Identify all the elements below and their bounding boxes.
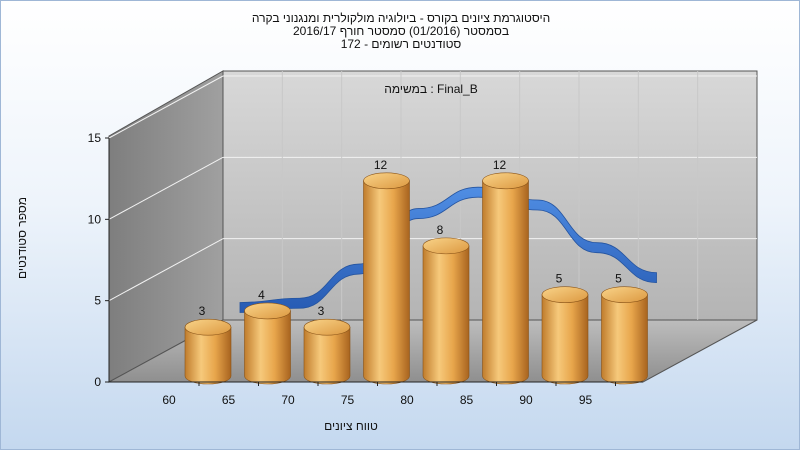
x-tick-label: 85: [460, 393, 474, 407]
bar-body: [244, 310, 291, 385]
y-tick-label: 5: [94, 294, 101, 308]
bar-body: [482, 180, 529, 385]
bar-value-label: 4: [258, 288, 265, 302]
gridline-side: [108, 75, 224, 139]
bar-value-label: 3: [318, 304, 325, 318]
chart-title-line-2: בסמסטר (01/2016) סמסטר חורף 2016/17: [292, 24, 510, 38]
bar-top: [422, 237, 470, 255]
y-tick-label: 0: [94, 375, 101, 389]
bar-body: [184, 326, 232, 385]
bar: [363, 172, 410, 385]
bar: [482, 172, 529, 385]
bar-top: [482, 172, 529, 190]
gridline-side: [108, 156, 224, 220]
x-tick-label: 95: [579, 393, 593, 407]
bar-value-label: 12: [374, 158, 388, 172]
bar-value-label: 5: [615, 272, 622, 286]
bar-top: [363, 172, 410, 190]
bar-body: [601, 294, 648, 385]
x-tick-label: 75: [341, 393, 355, 407]
chart-title-line-1: היסטוגרמת ציונים בקורס - ביולוגיה מולקול…: [251, 11, 551, 25]
bar: [601, 286, 648, 385]
bar-top: [541, 286, 589, 303]
bar: [184, 318, 232, 385]
bar-body: [303, 326, 351, 385]
x-tick-label: 65: [222, 393, 236, 407]
bar-top: [184, 318, 232, 336]
y-axis-label: מספר סטודנטים: [15, 196, 29, 280]
bar: [303, 318, 351, 385]
bar-value-label: 3: [199, 304, 206, 318]
task-label: במשימה : Final_B: [384, 82, 478, 96]
bar-body: [422, 245, 470, 385]
bar: [422, 237, 470, 385]
bar: [541, 286, 589, 385]
x-tick-label: 70: [281, 393, 295, 407]
bar-body: [363, 180, 410, 385]
bar-body: [541, 294, 589, 385]
bars: 3 4 3 12 8 12 5 5: [184, 158, 648, 385]
chart-title-line-3: סטודנטים רשומים - 172: [340, 37, 462, 51]
bar-top: [601, 286, 648, 303]
bar-value-label: 5: [556, 272, 563, 286]
gridline-side: [108, 238, 224, 302]
bar: [244, 302, 291, 385]
bar-value-label: 8: [437, 223, 444, 237]
x-tick-label: 60: [162, 393, 176, 407]
x-axis-label: טווח ציונים: [324, 419, 378, 433]
bar-top: [244, 302, 291, 320]
bar-value-label: 12: [493, 158, 507, 172]
y-tick-label: 15: [88, 131, 102, 145]
y-tick-label: 10: [88, 212, 102, 226]
x-tick-label: 90: [519, 393, 533, 407]
x-tick-label: 80: [400, 393, 414, 407]
bar-top: [303, 318, 351, 336]
